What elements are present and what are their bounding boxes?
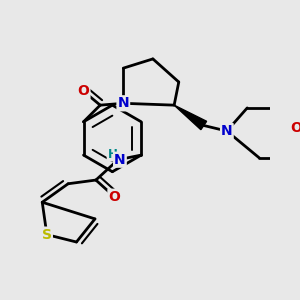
Text: N: N <box>114 153 126 167</box>
Text: H: H <box>108 148 118 161</box>
Text: O: O <box>108 190 120 204</box>
Text: O: O <box>78 84 89 98</box>
Text: O: O <box>290 121 300 135</box>
Polygon shape <box>174 105 207 130</box>
Text: N: N <box>221 124 233 138</box>
Text: S: S <box>42 228 52 242</box>
Text: N: N <box>118 96 129 110</box>
